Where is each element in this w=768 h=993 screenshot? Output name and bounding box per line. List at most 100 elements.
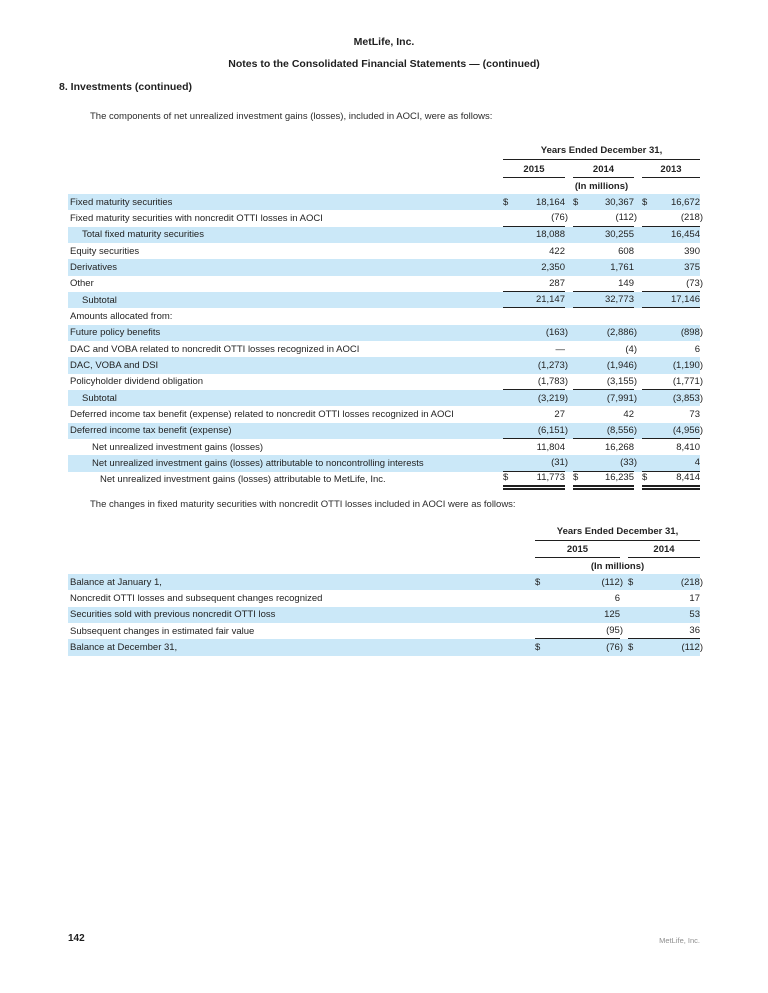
table-body: Balance at January 1, $ (112) $ (218) Noncred…	[68, 574, 703, 656]
value-cell: $30,367	[573, 194, 634, 210]
value-cell: $16,672	[642, 194, 700, 210]
company-heading: MetLife, Inc.	[353, 36, 415, 48]
value-cell: $18,164	[503, 194, 565, 210]
cell-value: 149	[618, 277, 634, 289]
year-header-row: 2015 2014 2013	[503, 160, 700, 178]
value-cell: 149	[573, 276, 634, 292]
value-cell: 42	[573, 406, 634, 422]
table-row: Subsequent changes in estimated fair val…	[68, 623, 700, 640]
row-label: Subtotal	[82, 392, 117, 404]
value-cell: 73	[642, 406, 700, 422]
statements-heading: Notes to the Consolidated Financial Stat…	[228, 58, 540, 70]
value-cell: 8,410	[642, 439, 700, 455]
year-column-header: 2015	[535, 541, 620, 558]
currency-symbol: $	[503, 471, 509, 483]
table-row: Net unrealized investment gains (losses)…	[68, 469, 700, 491]
cell-value: 422	[549, 245, 565, 257]
table-row: DAC and VOBA related to noncredit OTTI l…	[68, 341, 700, 357]
cell-value: (3,155)	[606, 375, 637, 387]
row-label: DAC and VOBA related to noncredit OTTI l…	[70, 343, 360, 355]
cell-value: (1,190)	[672, 359, 703, 371]
unrealized-gains-table: Years Ended December 31, 2015 2014 2013 …	[68, 140, 703, 491]
cell-value: 16,672	[670, 196, 700, 208]
value-cell: $ (218)	[628, 574, 703, 590]
value-cell: 6	[642, 341, 700, 357]
value-cell: 18,088	[503, 227, 565, 243]
row-label: Equity securities	[70, 245, 140, 257]
table-header: Years Ended December 31, 2015 2014 (In m…	[68, 521, 700, 574]
cell-value: (112)	[615, 212, 637, 224]
value-cell: (4)	[573, 341, 637, 357]
row-label: Fixed maturity securities	[70, 196, 173, 208]
table-row: Future policy benefits (163) (2,886) (898)	[68, 324, 703, 341]
value-cell: (73)	[642, 276, 703, 292]
value-cell: $ (76)	[535, 639, 623, 655]
row-label: Subsequent changes in estimated fair val…	[70, 625, 255, 637]
cell-value: —	[555, 343, 566, 355]
cell-value: 390	[684, 245, 700, 257]
table-row: Policyholder dividend obligation (1,783) (…	[68, 374, 703, 390]
value-cell: 125	[535, 607, 620, 623]
cell-value: (8,556)	[606, 424, 637, 436]
cell-value: (2,886)	[606, 327, 637, 339]
value-cell: 16,454	[642, 227, 700, 243]
value-cell: (1,273)	[503, 357, 568, 373]
cell-value: 73	[689, 408, 700, 420]
value-cell: (898)	[642, 325, 703, 341]
table-row: Total fixed maturity securities 18,088 30,…	[68, 226, 700, 243]
currency-symbol: $	[535, 641, 541, 653]
cell-value: 6	[614, 592, 620, 604]
year-header-row: 2015 2014	[535, 541, 700, 558]
row-label: Derivatives	[70, 261, 117, 273]
cell-value: 36	[689, 625, 700, 637]
value-cell: (8,556)	[573, 423, 637, 439]
value-cell: (3,853)	[642, 390, 703, 406]
cell-value: 8,410	[676, 441, 700, 453]
value-cell: (112)	[573, 210, 637, 227]
value-cell: (1,771)	[642, 374, 703, 390]
cell-value: 287	[549, 277, 565, 289]
value-cell: $8,414	[642, 469, 700, 491]
row-label: Policyholder dividend obligation	[70, 376, 204, 388]
cell-value: (1,771)	[672, 375, 703, 387]
label-column-spacer	[68, 521, 527, 574]
value-cell: (3,155)	[573, 374, 637, 390]
table-row: Fixed maturity securities $18,164 $30,367 $…	[68, 194, 700, 211]
table-row: Deferred income tax benefit (expense) re…	[68, 406, 700, 422]
value-cell: (1,783)	[503, 374, 568, 390]
value-cell: 375	[642, 259, 700, 275]
table-row: Derivatives 2,350 1,761 375	[68, 259, 700, 276]
table-row: Balance at January 1, $ (112) $ (218)	[68, 574, 703, 591]
cell-value: 608	[618, 245, 634, 257]
cell-value: (218)	[680, 212, 703, 224]
value-cell: 53	[628, 607, 700, 623]
currency-symbol: $	[642, 196, 648, 208]
cell-value: (163)	[545, 327, 568, 339]
table-header: Years Ended December 31, 2015 2014 2013 …	[68, 140, 700, 194]
cell-value: (7,991)	[606, 392, 637, 404]
row-label: Deferred income tax benefit (expense) re…	[70, 408, 454, 420]
table-row: DAC, VOBA and DSI (1,273) (1,946) (1,190)	[68, 357, 703, 374]
value-cell	[573, 308, 634, 324]
value-cell: $11,773	[503, 469, 565, 491]
row-label: Noncredit OTTI losses and subsequent cha…	[70, 592, 323, 604]
cell-value: 11,804	[536, 441, 565, 453]
cell-value: (4,956)	[672, 424, 703, 436]
value-cell: —	[503, 341, 566, 357]
value-cell: $ (112)	[628, 639, 703, 655]
row-label: Securities sold with previous noncredit …	[70, 609, 276, 621]
cell-value: 2,350	[541, 261, 565, 273]
value-cell: (4,956)	[642, 423, 703, 439]
cell-value: 17,146	[670, 294, 700, 306]
cell-value: (1,783)	[537, 375, 568, 387]
cell-value: 42	[623, 408, 634, 420]
cell-value: 30,255	[604, 229, 634, 241]
cell-value: (76)	[606, 641, 623, 653]
cell-value: (1,273)	[537, 359, 568, 371]
row-label: Net unrealized investment gains (losses)	[92, 441, 264, 453]
row-label: Other	[70, 278, 94, 290]
cell-value: (31)	[551, 457, 568, 469]
value-cell: 17	[628, 590, 700, 606]
value-cell: 4	[642, 455, 700, 472]
